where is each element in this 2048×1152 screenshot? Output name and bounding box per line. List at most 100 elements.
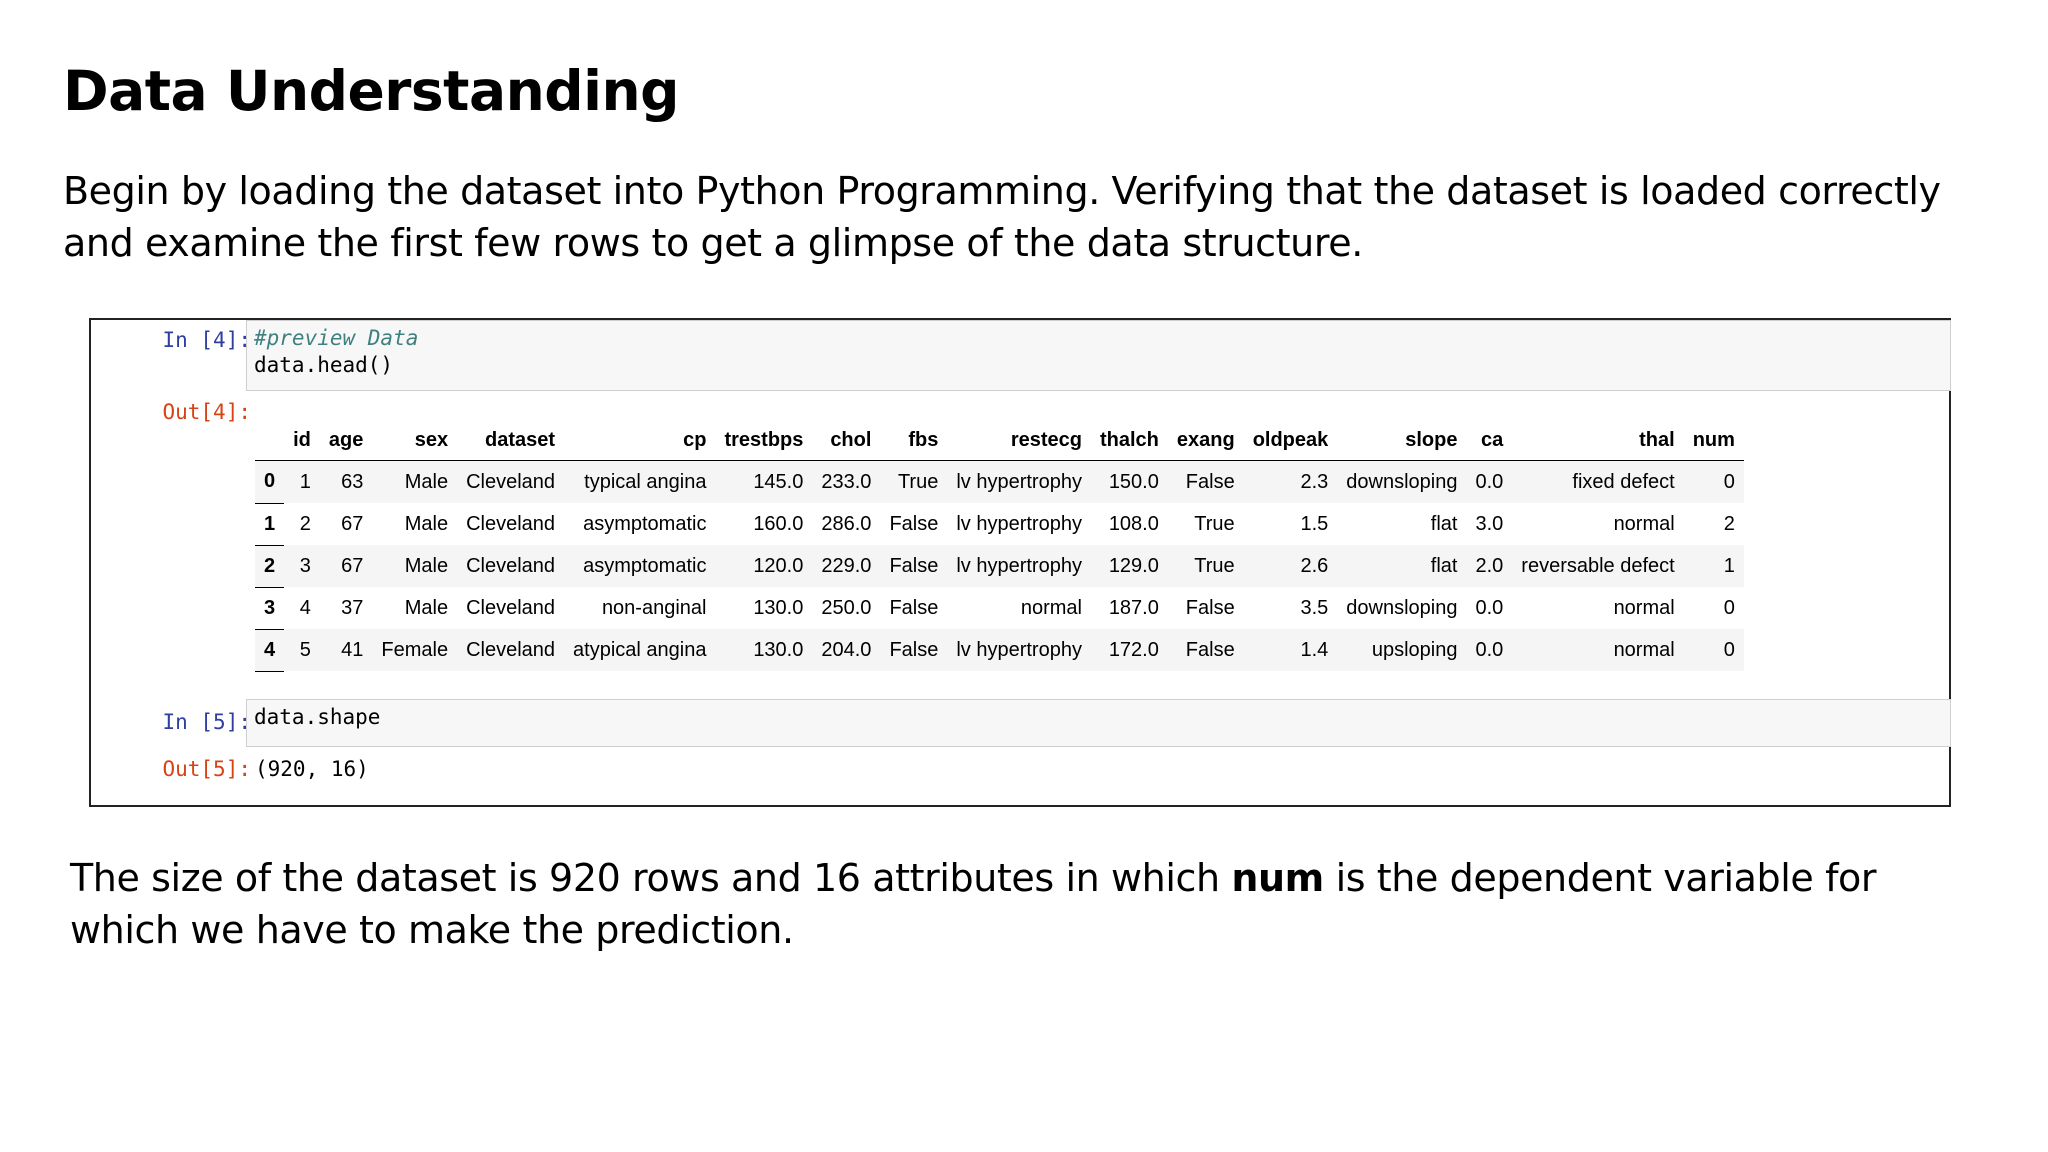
in-prompt-4: In [4]: bbox=[162, 328, 251, 352]
table-cell: 108.0 bbox=[1108, 512, 1159, 535]
code-comment: #preview Data bbox=[254, 326, 419, 350]
column-header: fbs bbox=[880, 420, 948, 461]
table-row: 2 3 67 Male Cleveland asymptomatic 120.0… bbox=[255, 545, 1744, 588]
table-cell: False bbox=[889, 638, 939, 661]
table-cell: upsloping bbox=[1371, 638, 1458, 661]
table-cell: 2.0 bbox=[1475, 554, 1504, 577]
table-cell: 204.0 bbox=[821, 638, 872, 661]
table-cell: 3.5 bbox=[1300, 596, 1329, 619]
table-cell: 130.0 bbox=[753, 638, 804, 661]
column-header: cp bbox=[564, 420, 716, 461]
table-cell: downsloping bbox=[1346, 470, 1458, 493]
table-cell: True bbox=[897, 470, 939, 493]
table-cell: 67 bbox=[341, 554, 364, 577]
table-cell: Male bbox=[404, 512, 449, 535]
table-cell: 2.6 bbox=[1300, 554, 1329, 577]
table-row: 4 5 41 Female Cleveland atypical angina … bbox=[255, 629, 1744, 672]
column-header: num bbox=[1683, 420, 1744, 461]
table-cell: 150.0 bbox=[1108, 470, 1159, 493]
table-cell: lv hypertrophy bbox=[956, 470, 1082, 493]
table-cell: lv hypertrophy bbox=[956, 638, 1082, 661]
table-cell: asymptomatic bbox=[583, 554, 707, 577]
table-row: 0 1 63 Male Cleveland typical angina 145… bbox=[255, 460, 1744, 504]
dataframe-table: id age sex dataset cp trestbps chol fbs … bbox=[255, 420, 1744, 672]
table-cell: typical angina bbox=[584, 470, 707, 493]
column-header: exang bbox=[1167, 420, 1244, 461]
table-cell: normal bbox=[1020, 596, 1082, 619]
out-prompt-4: Out[4]: bbox=[162, 400, 251, 424]
out-prompt-5: Out[5]: bbox=[162, 757, 251, 781]
table-cell: 1.4 bbox=[1300, 638, 1329, 661]
slide-title: Data Understanding bbox=[63, 59, 679, 123]
column-header: id bbox=[284, 420, 320, 461]
table-cell: normal bbox=[1613, 596, 1675, 619]
table-cell: flat bbox=[1430, 512, 1458, 535]
table-row: 3 4 37 Male Cleveland non-anginal 130.0 … bbox=[255, 587, 1744, 630]
table-cell: normal bbox=[1613, 512, 1675, 535]
table-cell: True bbox=[1194, 512, 1235, 535]
table-cell: reversable defect bbox=[1521, 554, 1675, 577]
table-cell: Cleveland bbox=[466, 470, 556, 493]
column-header: dataset bbox=[457, 420, 565, 461]
table-cell: 67 bbox=[341, 512, 364, 535]
table-cell: 172.0 bbox=[1108, 638, 1159, 661]
code-cell-shape[interactable]: data.shape bbox=[246, 699, 1951, 747]
table-cell: False bbox=[889, 512, 939, 535]
table-cell: 41 bbox=[341, 638, 364, 661]
table-cell: False bbox=[1185, 596, 1235, 619]
table-cell: 187.0 bbox=[1108, 596, 1159, 619]
column-header: slope bbox=[1337, 420, 1467, 461]
table-cell: 5 bbox=[299, 638, 311, 661]
table-cell: non-anginal bbox=[601, 596, 707, 619]
conclusion-text-start: The size of the dataset is 920 rows and … bbox=[70, 856, 1232, 900]
table-cell: Cleveland bbox=[466, 554, 556, 577]
column-header: oldpeak bbox=[1243, 420, 1338, 461]
table-cell: 37 bbox=[341, 596, 364, 619]
table-cell: lv hypertrophy bbox=[956, 554, 1082, 577]
row-index: 0 bbox=[255, 460, 285, 504]
table-cell: 145.0 bbox=[753, 470, 804, 493]
code-line-head: data.head() bbox=[254, 353, 394, 377]
table-cell: 63 bbox=[341, 470, 364, 493]
column-header: trestbps bbox=[715, 420, 813, 461]
table-cell: 0.0 bbox=[1475, 596, 1504, 619]
row-index: 3 bbox=[255, 587, 285, 630]
table-cell: downsloping bbox=[1346, 596, 1458, 619]
table-cell: 0 bbox=[1723, 596, 1735, 619]
column-header: sex bbox=[372, 420, 458, 461]
table-cell: Cleveland bbox=[466, 512, 556, 535]
table-cell: False bbox=[1185, 470, 1235, 493]
table-cell: 130.0 bbox=[753, 596, 804, 619]
table-cell: lv hypertrophy bbox=[956, 512, 1082, 535]
in-prompt-5: In [5]: bbox=[162, 710, 251, 734]
table-cell: 0.0 bbox=[1475, 470, 1504, 493]
table-cell: False bbox=[1185, 638, 1235, 661]
table-cell: 229.0 bbox=[821, 554, 872, 577]
conclusion-keyword: num bbox=[1231, 856, 1324, 900]
intro-paragraph: Begin by loading the dataset into Python… bbox=[63, 169, 1941, 265]
table-cell: 233.0 bbox=[821, 470, 872, 493]
table-cell: 120.0 bbox=[753, 554, 804, 577]
row-index: 2 bbox=[255, 545, 285, 588]
table-cell: Male bbox=[404, 470, 449, 493]
table-cell: 1 bbox=[1723, 554, 1735, 577]
column-header: thalch bbox=[1090, 420, 1168, 461]
row-index: 4 bbox=[255, 629, 285, 672]
table-cell: Female bbox=[381, 638, 449, 661]
code-line-shape: data.shape bbox=[254, 705, 381, 729]
table-cell: Male bbox=[404, 554, 449, 577]
notebook-screenshot: In [4]: #preview Data data.head() Out[4]… bbox=[89, 318, 1951, 807]
table-cell: normal bbox=[1613, 638, 1675, 661]
table-cell: atypical angina bbox=[573, 638, 707, 661]
table-cell: 0 bbox=[1723, 638, 1735, 661]
table-cell: Cleveland bbox=[466, 638, 556, 661]
column-header: restecg bbox=[947, 420, 1091, 461]
row-index: 1 bbox=[255, 503, 285, 546]
shape-output: (920, 16) bbox=[255, 757, 369, 781]
table-cell: asymptomatic bbox=[583, 512, 707, 535]
column-header: age bbox=[319, 420, 373, 461]
code-cell-preview[interactable]: #preview Data data.head() bbox=[246, 320, 1951, 391]
table-cell: Male bbox=[404, 596, 449, 619]
column-header: chol bbox=[812, 420, 881, 461]
table-cell: 160.0 bbox=[753, 512, 804, 535]
